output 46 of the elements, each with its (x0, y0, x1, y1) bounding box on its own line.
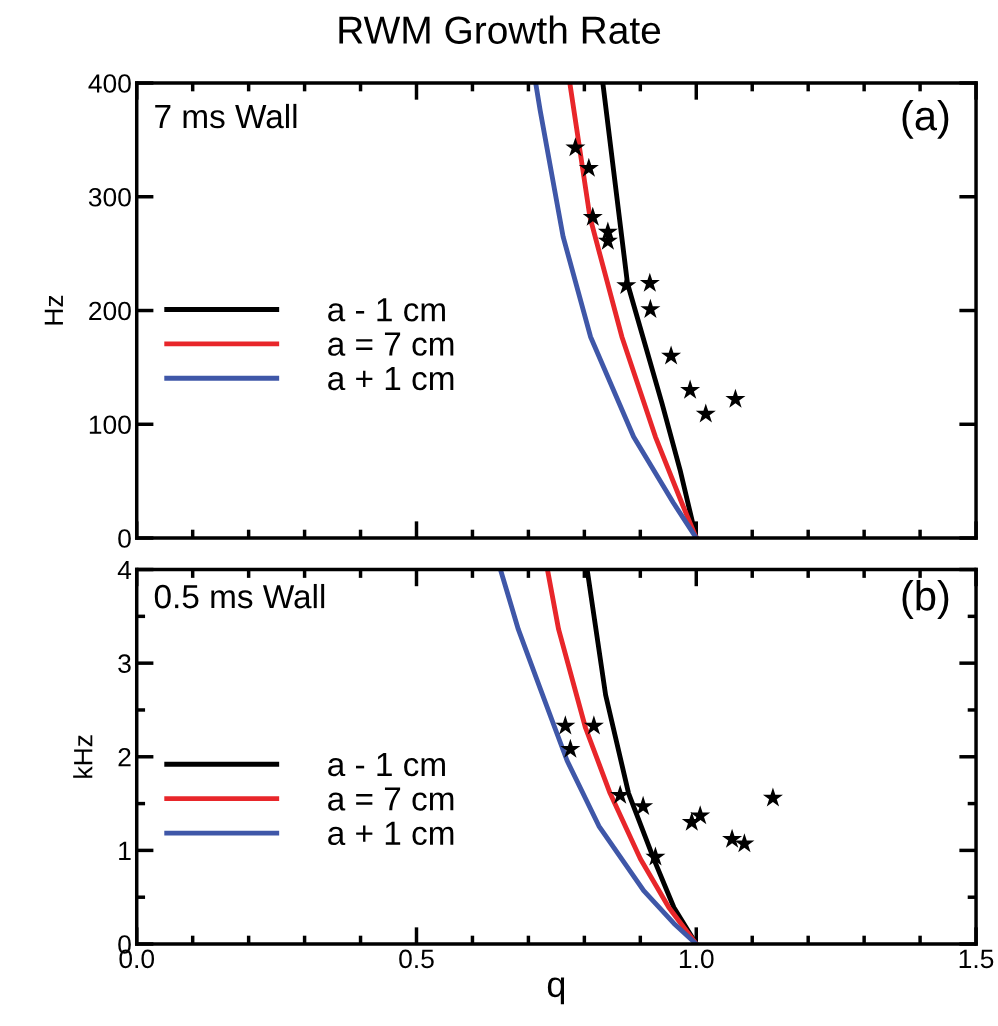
x-tick-label: 1.0 (679, 949, 714, 969)
annotation: (a) (902, 99, 949, 139)
legend-label: a = 7 cm (328, 332, 454, 356)
legend-label: a + 1 cm (328, 821, 454, 846)
point (640, 298, 661, 318)
point (583, 715, 604, 735)
y-tick-label: 400 (88, 74, 131, 93)
point (578, 157, 599, 177)
line-series (498, 569, 699, 945)
x-tick-label: 1.5 (959, 949, 994, 969)
y-tick-label: 100 (89, 415, 131, 435)
chart-title: RWM Growth Rate (339, 15, 661, 44)
x-tick-label: 0.5 (399, 949, 434, 969)
legend-label: a - 1 cm (328, 753, 445, 777)
point (565, 137, 586, 157)
point (722, 828, 743, 848)
y-tick-label: 3 (118, 654, 131, 673)
point (762, 787, 783, 807)
y-tick-label: 4 (117, 560, 132, 580)
y-axis-title: Hz (44, 295, 63, 325)
point (680, 379, 701, 399)
point (661, 345, 682, 365)
y-tick-label: 2 (118, 747, 131, 767)
annotation: 7 ms Wall (155, 103, 297, 129)
y-tick-label: 0 (118, 529, 131, 548)
legend-label: a - 1 cm (328, 298, 445, 322)
point (690, 805, 711, 825)
legend-label: a + 1 cm (328, 367, 454, 391)
y-tick-label: 300 (88, 187, 131, 207)
point (734, 833, 755, 853)
point (725, 388, 746, 408)
point (555, 715, 576, 735)
line-series (533, 83, 699, 539)
point (633, 795, 654, 815)
point (560, 738, 581, 758)
point (645, 846, 666, 866)
annotation: 0.5 ms Wall (154, 583, 325, 609)
y-tick-label: 200 (89, 301, 131, 321)
point (695, 403, 716, 423)
x-axis-title: q (547, 977, 565, 1005)
legend-label: a = 7 cm (328, 787, 454, 811)
point (639, 272, 660, 292)
y-tick-label: 1 (119, 841, 131, 860)
annotation: (b) (902, 580, 949, 619)
y-axis-title: kHz (73, 735, 93, 778)
point (582, 206, 603, 226)
